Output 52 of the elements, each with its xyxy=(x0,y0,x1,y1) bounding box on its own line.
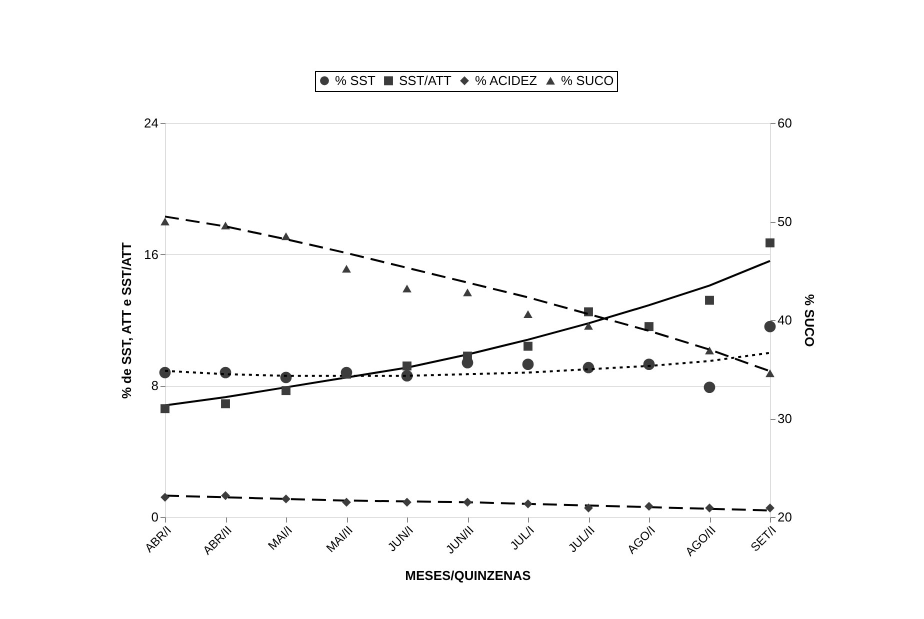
y2-tick-label: 60 xyxy=(778,116,792,130)
point xyxy=(160,492,170,502)
legend-label: % SUCO xyxy=(561,72,614,88)
point xyxy=(463,288,472,296)
point xyxy=(463,498,472,507)
point xyxy=(584,307,593,316)
y-tick-label: 0 xyxy=(151,510,158,524)
point xyxy=(160,218,170,226)
point xyxy=(524,499,532,508)
point xyxy=(221,222,230,230)
y-axis-title: % de SST, ATT e SST/ATT xyxy=(119,242,134,399)
y2-axis-title: % SUCO xyxy=(802,294,817,347)
point xyxy=(159,366,171,378)
point xyxy=(342,498,351,507)
point xyxy=(584,504,593,512)
point xyxy=(643,358,655,370)
point xyxy=(766,369,774,378)
point xyxy=(705,296,714,305)
point xyxy=(524,310,532,318)
point xyxy=(402,361,412,370)
point xyxy=(402,284,412,292)
point xyxy=(221,491,230,500)
legend-label: SST/ATT xyxy=(399,72,452,88)
point xyxy=(160,404,170,414)
point xyxy=(282,494,290,504)
point xyxy=(221,399,230,408)
point xyxy=(342,264,351,273)
point xyxy=(705,504,714,512)
point xyxy=(705,346,714,354)
point xyxy=(644,502,654,511)
y2-tick-label: 40 xyxy=(778,312,792,328)
x-axis-title: MESES/QUINZENAS xyxy=(405,568,532,584)
point xyxy=(644,322,654,332)
point xyxy=(584,322,593,330)
point xyxy=(522,358,534,370)
legend-label: % SST xyxy=(335,72,376,88)
point xyxy=(282,232,290,240)
point xyxy=(282,386,290,396)
point xyxy=(704,382,716,393)
legend-label: % ACIDEZ xyxy=(475,72,538,88)
point xyxy=(764,320,776,332)
y2-tick-label: 20 xyxy=(778,510,792,524)
y2-tick-label: 30 xyxy=(778,411,792,426)
point xyxy=(524,342,532,351)
point xyxy=(402,498,412,507)
point xyxy=(766,238,774,248)
y-tick-label: 16 xyxy=(144,246,158,262)
y-tick-label: 24 xyxy=(144,116,158,130)
y2-tick-label: 50 xyxy=(778,214,792,229)
point xyxy=(766,504,774,512)
point xyxy=(280,372,292,384)
y-tick-label: 8 xyxy=(151,378,158,394)
